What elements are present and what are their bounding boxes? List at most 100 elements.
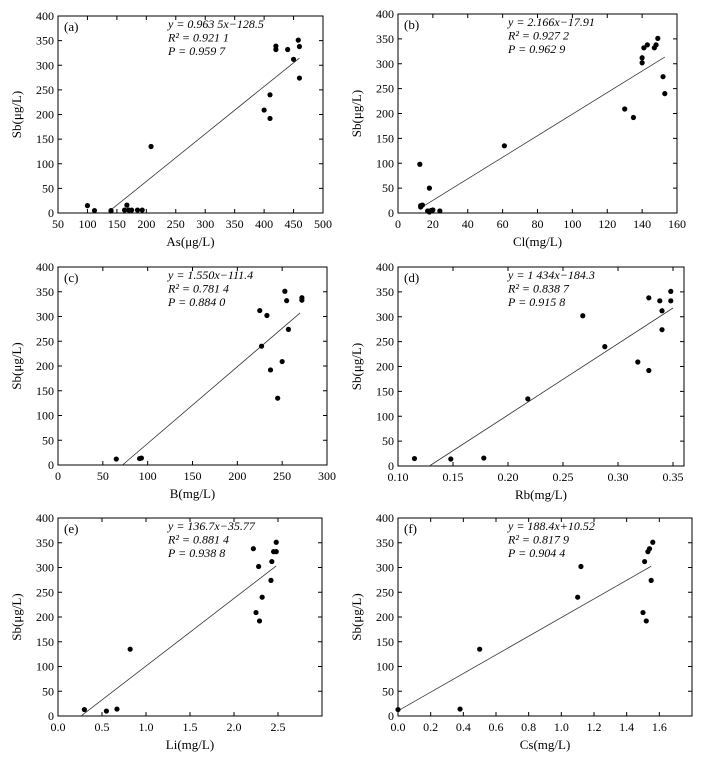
- x-tick-label: 140: [633, 217, 651, 231]
- data-point: [575, 594, 581, 600]
- data-point: [602, 344, 608, 350]
- y-tick-label: 300: [376, 561, 394, 575]
- x-tick-label: 0: [395, 217, 401, 231]
- data-point: [655, 35, 661, 41]
- data-point: [639, 60, 645, 66]
- chart-panel-e: 0.0 0.5 1.0 1.5 2.0 2.5 0 50 100 150 200 250 300 350 4…: [9, 511, 323, 752]
- data-point: [290, 56, 297, 62]
- fit-annotation: y = 1 434x−184.3: [507, 268, 595, 282]
- fit-annotation: R² = 0.881 4: [167, 533, 229, 547]
- x-tick-label: 200: [137, 217, 155, 231]
- fit-annotation: y = 1.550x−111.4: [167, 268, 253, 282]
- data-point: [299, 297, 305, 303]
- y-tick-label: 50: [42, 433, 54, 447]
- x-tick-label: 2.0: [227, 720, 242, 734]
- y-tick-label: 400: [376, 260, 394, 274]
- data-point: [644, 42, 650, 48]
- data-point: [121, 207, 128, 213]
- panel-label: (e): [64, 521, 78, 536]
- x-tick-label: 0.6: [489, 720, 504, 734]
- data-point: [103, 708, 109, 714]
- data-point: [113, 456, 119, 462]
- y-tick-label: 0: [388, 459, 394, 473]
- x-tick-label: 1.4: [619, 720, 634, 734]
- fit-annotation: y = 136.7x−35.77: [167, 519, 256, 533]
- y-tick-label: 100: [376, 409, 394, 423]
- y-tick-label: 250: [376, 585, 394, 599]
- data-point: [648, 577, 654, 583]
- y-axis-label: Sb(μg/L): [349, 90, 364, 137]
- panel-label: (f): [404, 521, 417, 536]
- x-tick-label: 150: [108, 217, 126, 231]
- x-tick-label: 0.4: [456, 720, 471, 734]
- y-tick-label: 350: [36, 34, 54, 48]
- data-point: [250, 546, 256, 552]
- data-point: [267, 115, 273, 122]
- data-point: [282, 288, 288, 294]
- data-point: [457, 706, 463, 712]
- fit-annotation: P = 0.938 8: [167, 546, 225, 560]
- data-point: [284, 298, 290, 304]
- fit-annotation: R² = 0.838 7: [507, 282, 570, 296]
- data-point: [659, 327, 665, 333]
- data-point: [267, 92, 273, 98]
- x-tick-label: 300: [318, 469, 336, 483]
- data-point: [275, 395, 281, 401]
- fit-annotation: y = 2.166x−17.91: [507, 15, 595, 29]
- y-tick-label: 150: [376, 384, 394, 398]
- x-tick-label: 350: [226, 217, 244, 231]
- data-point: [448, 456, 454, 462]
- y-axis-label: Sb(μg/L): [9, 342, 24, 389]
- x-tick-label: 0.0: [391, 720, 406, 734]
- data-point: [273, 46, 279, 53]
- y-tick-label: 300: [36, 58, 54, 72]
- chart-panel-a: 50 100 150 200 250 300 350 400 450 50005010015020…: [9, 9, 332, 249]
- panel-label: (c): [64, 270, 78, 285]
- x-tick-label: 80: [532, 217, 544, 231]
- data-point: [622, 106, 628, 112]
- y-tick-label: 250: [376, 82, 394, 96]
- x-tick-label: 450: [285, 217, 303, 231]
- y-tick-label: 300: [36, 561, 54, 575]
- x-tick-label: 0: [55, 469, 61, 483]
- y-axis-label: Sb(μg/L): [349, 593, 364, 640]
- y-tick-label: 0: [48, 206, 54, 220]
- y-tick-label: 0: [388, 709, 394, 723]
- data-point: [646, 546, 653, 552]
- fit-annotation: P = 0.962 9: [507, 42, 565, 56]
- y-tick-label: 100: [376, 156, 394, 170]
- x-tick-label: 250: [167, 217, 185, 231]
- y-tick-label: 200: [376, 610, 394, 624]
- x-axis-label: Li(mg/L): [166, 737, 214, 752]
- y-tick-label: 100: [376, 660, 394, 674]
- data-point: [641, 45, 647, 51]
- x-axis-label: B(mg/L): [170, 486, 216, 501]
- data-point: [653, 42, 659, 48]
- y-tick-label: 50: [382, 434, 394, 448]
- data-point: [91, 207, 98, 214]
- data-point: [148, 143, 154, 150]
- x-tick-label: 0.0: [51, 720, 66, 734]
- x-tick-label: 0.10: [388, 470, 409, 484]
- regression-line: [397, 565, 652, 712]
- y-tick-label: 250: [36, 585, 54, 599]
- data-point: [477, 646, 483, 652]
- y-tick-label: 50: [382, 181, 394, 195]
- y-tick-label: 250: [376, 335, 394, 349]
- regression-line: [122, 312, 301, 466]
- x-tick-label: 50: [97, 469, 109, 483]
- data-point: [426, 185, 432, 191]
- chart-panel-c: 0 50 100 150 200 250 300 0 50 100 150 200 250 300 350 4…: [9, 260, 336, 501]
- y-tick-label: 0: [48, 709, 54, 723]
- data-point: [657, 298, 663, 304]
- y-tick-label: 150: [36, 384, 54, 398]
- panel-label: (a): [64, 19, 78, 34]
- y-tick-label: 200: [36, 359, 54, 373]
- data-point: [639, 55, 645, 61]
- x-axis-label: As(μg/L): [166, 234, 214, 249]
- data-point: [659, 308, 665, 314]
- data-point: [108, 208, 114, 214]
- y-tick-label: 350: [36, 285, 54, 299]
- y-tick-label: 200: [376, 107, 394, 121]
- regression-line: [422, 56, 666, 208]
